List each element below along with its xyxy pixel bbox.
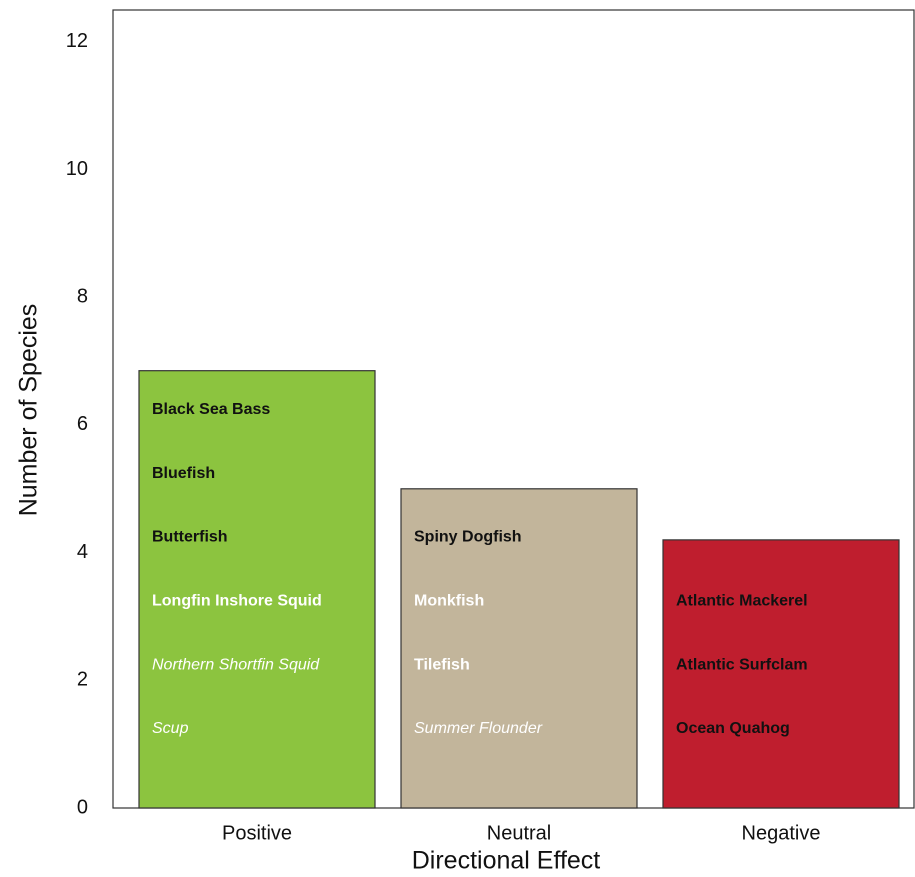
x-axis-title: Directional Effect xyxy=(412,847,601,875)
y-tick-label: 2 xyxy=(77,669,88,691)
y-tick-label: 6 xyxy=(77,413,88,435)
y-tick-label: 8 xyxy=(77,286,88,308)
bar xyxy=(138,370,376,809)
species-label: Northern Shortfin Squid xyxy=(152,656,320,673)
y-tick-label: 12 xyxy=(66,30,88,52)
species-label: Scup xyxy=(152,720,189,737)
species-label: Black Sea Bass xyxy=(152,401,270,418)
bar xyxy=(662,539,900,809)
species-label: Summer Flounder xyxy=(414,720,543,737)
bar xyxy=(400,488,638,809)
y-tick-label: 10 xyxy=(66,158,88,180)
y-axis-title: Number of Species xyxy=(15,304,43,517)
species-label: Atlantic Mackerel xyxy=(676,593,808,610)
y-tick-label: 0 xyxy=(77,796,88,818)
species-label: Tilefish xyxy=(414,656,470,673)
species-label: Longfin Inshore Squid xyxy=(152,593,322,610)
species-label: Atlantic Surfclam xyxy=(676,656,808,673)
species-label: Bluefish xyxy=(152,465,215,482)
species-label: Monkfish xyxy=(414,593,484,610)
species-label: Spiny Dogfish xyxy=(414,529,522,546)
species-label: Butterfish xyxy=(152,529,228,546)
x-tick-label: Positive xyxy=(222,822,292,844)
species-label: Ocean Quahog xyxy=(676,720,790,737)
y-tick-label: 4 xyxy=(77,541,88,563)
x-tick-label: Neutral xyxy=(487,822,551,844)
x-tick-label: Negative xyxy=(742,822,821,844)
